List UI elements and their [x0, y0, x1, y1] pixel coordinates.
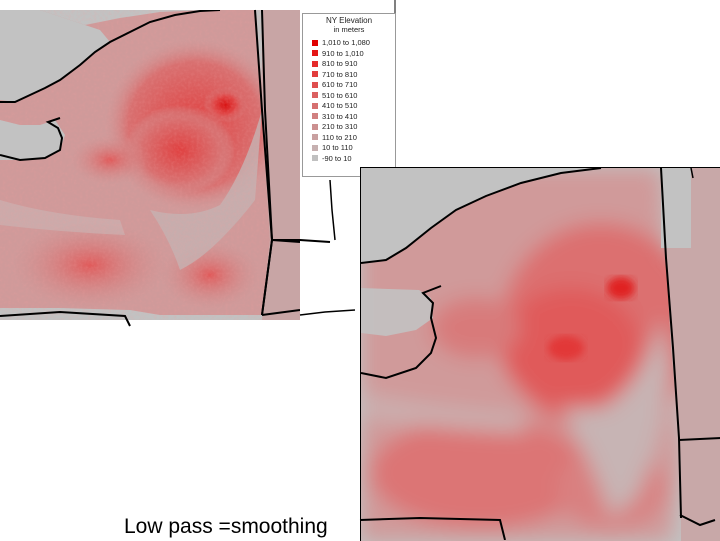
legend-item: 710 to 810	[312, 69, 395, 80]
legend-item: 910 to 1,010	[312, 48, 395, 59]
legend-subtitle: in meters	[333, 25, 365, 34]
legend-item: 1,010 to 1,080	[312, 38, 395, 49]
legend-item: -90 to 10	[312, 153, 395, 164]
elevation-map-original	[0, 10, 300, 320]
legend-label: 710 to 810	[322, 69, 358, 79]
legend-item: 10 to 110	[312, 143, 395, 154]
legend-label: 610 to 710	[322, 80, 358, 89]
caption: Low pass =smoothing	[124, 515, 328, 538]
legend-swatch	[312, 92, 318, 99]
legend-label: 110 to 210	[322, 132, 357, 142]
legend-item: 310 to 410	[312, 111, 395, 122]
legend-item: 410 to 510	[312, 101, 395, 112]
legend-swatch	[312, 81, 318, 88]
legend-label: 210 to 310	[322, 122, 358, 131]
legend-label: 910 to 1,010	[322, 48, 364, 58]
legend-swatch	[312, 71, 318, 78]
legend-label: 810 to 910	[322, 59, 358, 68]
legend-swatch	[312, 113, 318, 120]
legend-swatch	[312, 60, 318, 67]
legend-swatch	[312, 134, 318, 141]
legend-label: 10 to 110	[322, 143, 353, 152]
legend-label: -90 to 10	[322, 153, 352, 163]
legend-title: NY Elevation	[325, 16, 373, 25]
legend-item: 210 to 310	[312, 122, 395, 133]
legend: NY Elevation in meters 1,010 to 1,080 91…	[302, 13, 396, 177]
legend-swatch	[312, 102, 318, 109]
legend-swatch	[312, 39, 318, 46]
legend-swatch	[312, 50, 318, 57]
legend-label: 510 to 610	[322, 90, 358, 100]
legend-swatch	[312, 144, 318, 151]
legend-item: 610 to 710	[312, 80, 395, 91]
legend-item: 810 to 910	[312, 59, 395, 70]
legend-swatch	[312, 155, 318, 162]
legend-label: 310 to 410	[322, 111, 358, 121]
legend-label: 1,010 to 1,080	[322, 38, 370, 47]
legend-swatch	[312, 123, 318, 130]
legend-item: 110 to 210	[312, 132, 395, 143]
elevation-map-smoothed	[360, 167, 720, 541]
legend-label: 410 to 510	[322, 101, 358, 110]
legend-item: 510 to 610	[312, 90, 395, 101]
